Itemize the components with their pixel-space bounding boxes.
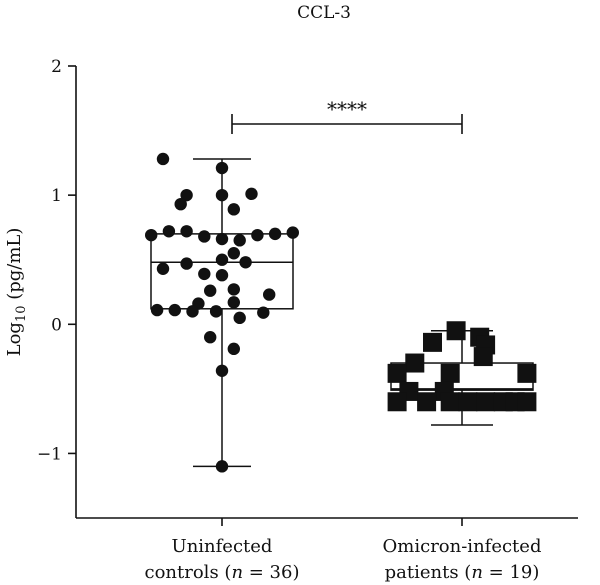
data-point-control bbox=[198, 267, 211, 281]
category-label-prefix: controls ( bbox=[145, 562, 232, 583]
data-point-patient bbox=[417, 392, 437, 412]
data-point-patient bbox=[440, 392, 460, 412]
data-point-control bbox=[186, 305, 199, 318]
y-tick-label: 1 bbox=[51, 186, 62, 206]
data-point-patient bbox=[473, 347, 493, 367]
data-point-control bbox=[215, 188, 229, 202]
data-point-control bbox=[180, 257, 193, 270]
category-label-line1: Uninfected bbox=[172, 536, 273, 557]
y-axis-label-main: Log bbox=[4, 322, 25, 356]
y-axis-label: Log10 (pg/mL) bbox=[4, 228, 29, 357]
significance-label: **** bbox=[327, 97, 367, 121]
data-point-control bbox=[233, 311, 246, 325]
data-point-patient bbox=[387, 392, 407, 412]
y-ticks: 2 1 0 −1 bbox=[37, 57, 76, 464]
data-point-patient bbox=[458, 392, 478, 412]
data-point-patient bbox=[517, 392, 537, 412]
data-point-patient bbox=[517, 363, 537, 383]
data-points bbox=[145, 152, 537, 473]
data-point-control bbox=[204, 284, 217, 297]
data-point-control bbox=[215, 269, 229, 282]
significance-bracket: **** bbox=[231, 97, 463, 134]
data-point-control bbox=[245, 187, 258, 201]
data-point-control bbox=[215, 232, 229, 246]
data-point-control bbox=[215, 364, 229, 377]
data-point-control bbox=[251, 228, 264, 242]
data-point-control bbox=[162, 225, 176, 238]
y-tick-label: 2 bbox=[51, 57, 62, 77]
data-point-control bbox=[215, 253, 229, 266]
category-label-n: n bbox=[231, 562, 243, 583]
data-point-control bbox=[174, 197, 187, 211]
data-point-control bbox=[156, 152, 170, 166]
y-tick-label: −1 bbox=[37, 444, 62, 464]
data-point-control bbox=[227, 296, 240, 309]
data-point-patient bbox=[423, 332, 442, 352]
data-point-control bbox=[156, 262, 170, 275]
category-label-line1: Omicron-infected bbox=[383, 536, 542, 557]
data-point-patient bbox=[440, 363, 460, 383]
data-point-control bbox=[263, 288, 276, 301]
data-point-patient bbox=[446, 321, 466, 341]
category-label-line2: patients (n = 19) bbox=[385, 562, 540, 583]
data-point-control bbox=[168, 303, 181, 317]
data-point-control bbox=[233, 234, 246, 247]
data-point-patient bbox=[476, 392, 496, 412]
data-point-control bbox=[198, 230, 211, 243]
data-point-control bbox=[180, 188, 193, 202]
data-point-control bbox=[257, 306, 270, 319]
data-point-control bbox=[227, 283, 240, 296]
data-point-control bbox=[227, 247, 240, 260]
data-point-control bbox=[227, 203, 240, 216]
chart-title: CCL-3 bbox=[297, 3, 351, 23]
data-point-control bbox=[239, 256, 252, 269]
data-point-control bbox=[227, 342, 240, 356]
y-axis-label-unit: (pg/mL) bbox=[4, 228, 25, 306]
data-point-patient bbox=[387, 363, 407, 383]
category-label-prefix: patients ( bbox=[385, 562, 472, 583]
data-point-control bbox=[180, 225, 193, 238]
category-label-line2: controls (n = 36) bbox=[145, 562, 300, 583]
data-point-patient bbox=[405, 353, 425, 373]
data-point-control bbox=[150, 303, 164, 317]
data-point-control bbox=[215, 460, 229, 473]
y-axis-label-subscript: 10 bbox=[14, 306, 29, 323]
data-point-control bbox=[204, 331, 217, 344]
data-point-control bbox=[145, 228, 158, 242]
category-label-n: n bbox=[471, 562, 483, 583]
data-point-control bbox=[209, 305, 223, 318]
data-point-control bbox=[215, 161, 229, 175]
y-tick-label: 0 bbox=[51, 315, 62, 335]
data-point-control bbox=[286, 226, 299, 239]
box-plots bbox=[150, 158, 534, 468]
category-label-count: = 36) bbox=[243, 562, 299, 583]
category-label-count: = 19) bbox=[483, 562, 539, 583]
data-point-control bbox=[268, 227, 282, 241]
